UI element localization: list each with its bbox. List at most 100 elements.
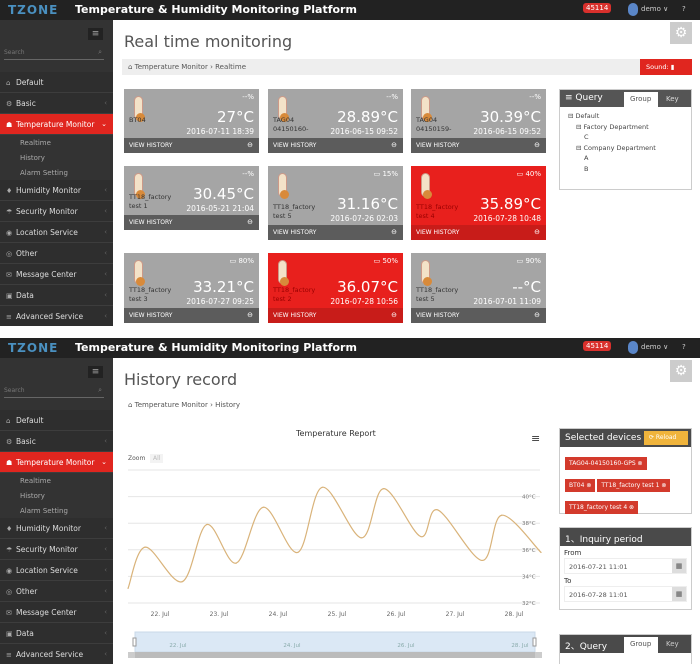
sidebar-item-default[interactable]: ⌂ Default: [0, 72, 113, 93]
sidebar-item-basic[interactable]: ⚙ Basic ‹: [0, 431, 113, 452]
view-history-link[interactable]: VIEW HISTORY ⊖: [411, 138, 546, 153]
chevron-left-icon: ‹: [104, 524, 107, 532]
sidebar-item-basic[interactable]: ⚙ Basic ‹: [0, 93, 113, 114]
device-card[interactable]: ▭ 50% TT18_factory test 2 36.07°C 2016-0…: [268, 253, 403, 323]
tab-group[interactable]: Group: [624, 92, 658, 107]
sidebar-item-humidity-monitor[interactable]: ♦ Humidity Monitor ‹: [0, 180, 113, 201]
tree-node[interactable]: C: [584, 133, 589, 141]
view-history-link[interactable]: VIEW HISTORY ⊖: [124, 308, 259, 323]
sidebar-item-security-monitor[interactable]: ☂ Security Monitor ‹: [0, 201, 113, 222]
notification-badge[interactable]: 45114: [583, 341, 612, 351]
tree-node[interactable]: ⊟ Factory Department: [576, 122, 649, 131]
avatar[interactable]: [628, 341, 638, 354]
sidebar-item-location-service[interactable]: ◉ Location Service ‹: [0, 560, 113, 581]
gear-icon[interactable]: ⚙: [670, 22, 692, 44]
device-card[interactable]: --% TAG04 04150160- 28.89°C 2016-06-15 0…: [268, 89, 403, 153]
sidebar-item-security-monitor[interactable]: ☂ Security Monitor ‹: [0, 539, 113, 560]
device-tag[interactable]: TT18_factory test 1 ⊗: [597, 479, 671, 492]
sidebar-item-advanced-service[interactable]: ≡ Advanced Service ‹: [0, 644, 113, 664]
device-card[interactable]: ▭ 40% TT18_factory test 4 35.89°C 2016-0…: [411, 166, 546, 240]
view-history-link[interactable]: VIEW HISTORY ⊖: [411, 308, 546, 323]
sidebar-item-location-service[interactable]: ◉ Location Service ‹: [0, 222, 113, 243]
zoom-all-button[interactable]: All: [150, 454, 164, 463]
sidebar-item-data[interactable]: ▣ Data ‹: [0, 623, 113, 644]
sidebar-toggle-icon[interactable]: ≡: [88, 28, 103, 40]
device-tag[interactable]: TT18_factory test 4 ⊗: [565, 501, 639, 514]
temperature-value: 31.16°C: [337, 195, 398, 213]
sidebar-item-data[interactable]: ▣ Data ‹: [0, 285, 113, 306]
sidebar-subitem-realtime[interactable]: Realtime: [0, 473, 113, 488]
sidebar-subitem-realtime[interactable]: Realtime: [0, 135, 113, 150]
sidebar-item-message-center[interactable]: ✉ Message Center ‹: [0, 264, 113, 285]
sidebar-item-temperature-monitor[interactable]: ☗ Temperature Monitor ⌄: [0, 114, 113, 135]
navigator-handle-left[interactable]: [132, 637, 137, 647]
tree-node[interactable]: B: [584, 164, 589, 173]
sidebar-item-default[interactable]: ⌂ Default: [0, 410, 113, 431]
tree-node[interactable]: ⊟ Company Department: [576, 143, 656, 152]
reload-button[interactable]: ⟳ Reload: [644, 431, 688, 445]
calendar-icon[interactable]: ▦: [672, 559, 686, 573]
help-button[interactable]: ?: [682, 343, 686, 351]
device-tag[interactable]: BT04 ⊗: [565, 479, 596, 492]
scrollbar-thumb[interactable]: [135, 652, 535, 658]
device-card[interactable]: ▭ 80% TT18_factory test 3 33.21°C 2016-0…: [124, 253, 259, 323]
tree-node[interactable]: A: [584, 154, 589, 162]
sidebar-item-advanced-service[interactable]: ≡ Advanced Service ‹: [0, 306, 113, 326]
view-history-link[interactable]: VIEW HISTORY ⊖: [124, 138, 259, 153]
thermometer-icon: [134, 173, 145, 199]
search-icon[interactable]: ⌕: [98, 48, 102, 56]
sidebar-item-temperature-monitor[interactable]: ☗ Temperature Monitor ⌄: [0, 452, 113, 473]
search-icon[interactable]: ⌕: [98, 386, 102, 394]
sidebar-item-label: Basic: [16, 437, 36, 446]
view-history-link[interactable]: VIEW HISTORY ⊖: [268, 225, 403, 240]
view-history-link[interactable]: VIEW HISTORY ⊖: [268, 308, 403, 323]
y-tick-label: 36°C: [522, 548, 536, 554]
sound-button[interactable]: Sound: ▮: [640, 59, 692, 75]
notification-badge[interactable]: 45114: [583, 3, 612, 13]
sidebar-item-humidity-monitor[interactable]: ♦ Humidity Monitor ‹: [0, 518, 113, 539]
tab-key[interactable]: Key: [666, 640, 679, 648]
chart-title: Temperature Report: [296, 429, 376, 438]
tab-key[interactable]: Key: [666, 95, 679, 103]
user-menu[interactable]: demo ∨: [641, 343, 669, 351]
gear-icon[interactable]: ⚙: [670, 360, 692, 382]
sidebar-subitem-history[interactable]: History: [0, 150, 113, 165]
avatar[interactable]: [628, 3, 638, 16]
tree-node[interactable]: ⊟ Default: [568, 112, 600, 120]
sidebar-item-other[interactable]: ◎ Other ‹: [0, 243, 113, 264]
device-tag[interactable]: TAG04-04150160-GPS ⊗: [565, 457, 647, 470]
navigator-handle-right[interactable]: [532, 637, 537, 647]
range-navigator[interactable]: [134, 631, 536, 653]
calendar-icon[interactable]: ▦: [672, 587, 686, 601]
data-point: [127, 587, 129, 589]
view-history-link[interactable]: VIEW HISTORY ⊖: [124, 215, 259, 230]
temperature-value: 35.89°C: [480, 195, 541, 213]
data-point: [501, 514, 503, 516]
sidebar-item-label: Data: [16, 629, 34, 638]
sidebar-subitem-alarm-setting[interactable]: Alarm Setting: [0, 165, 113, 180]
view-history-link[interactable]: VIEW HISTORY ⊖: [268, 138, 403, 153]
sidebar-item-other[interactable]: ◎ Other ‹: [0, 581, 113, 602]
sidebar-subitem-history[interactable]: History: [0, 488, 113, 503]
device-card[interactable]: ▭ 15% TT18_factory test 5 31.16°C 2016-0…: [268, 166, 403, 240]
sidebar-search-input[interactable]: Search ⌕: [4, 384, 104, 398]
help-button[interactable]: ?: [682, 5, 686, 13]
to-date-input[interactable]: 2016-07-28 11:01 ▦: [564, 586, 687, 602]
sidebar-search-input[interactable]: Search ⌕: [4, 46, 104, 60]
sidebar-item-message-center[interactable]: ✉ Message Center ‹: [0, 602, 113, 623]
view-history-link[interactable]: VIEW HISTORY ⊖: [411, 225, 546, 240]
y-tick-label: 38°C: [522, 521, 536, 527]
user-menu[interactable]: demo ∨: [641, 5, 669, 13]
tab-group[interactable]: Group: [624, 637, 658, 653]
to-label: To: [564, 577, 572, 585]
device-card[interactable]: --% TT18_factory test 1 30.45°C 2016-05-…: [124, 166, 259, 230]
chart-menu-icon[interactable]: ≡: [531, 432, 541, 445]
from-date-input[interactable]: 2016-07-21 11:01 ▦: [564, 558, 687, 574]
reading-time: 2016-06-15 09:52: [330, 127, 398, 136]
device-card[interactable]: --% BT04 27°C 2016-07-11 18:39 VIEW HIST…: [124, 89, 259, 153]
device-card[interactable]: ▭ 90% TT18_factory test 5 --°C 2016-07-0…: [411, 253, 546, 323]
device-card[interactable]: --% TAG04 04150159- 30.39°C 2016-06-15 0…: [411, 89, 546, 153]
battery-level: ▭ 15%: [374, 170, 398, 178]
sidebar-toggle-icon[interactable]: ≡: [88, 366, 103, 378]
sidebar-subitem-alarm-setting[interactable]: Alarm Setting: [0, 503, 113, 518]
